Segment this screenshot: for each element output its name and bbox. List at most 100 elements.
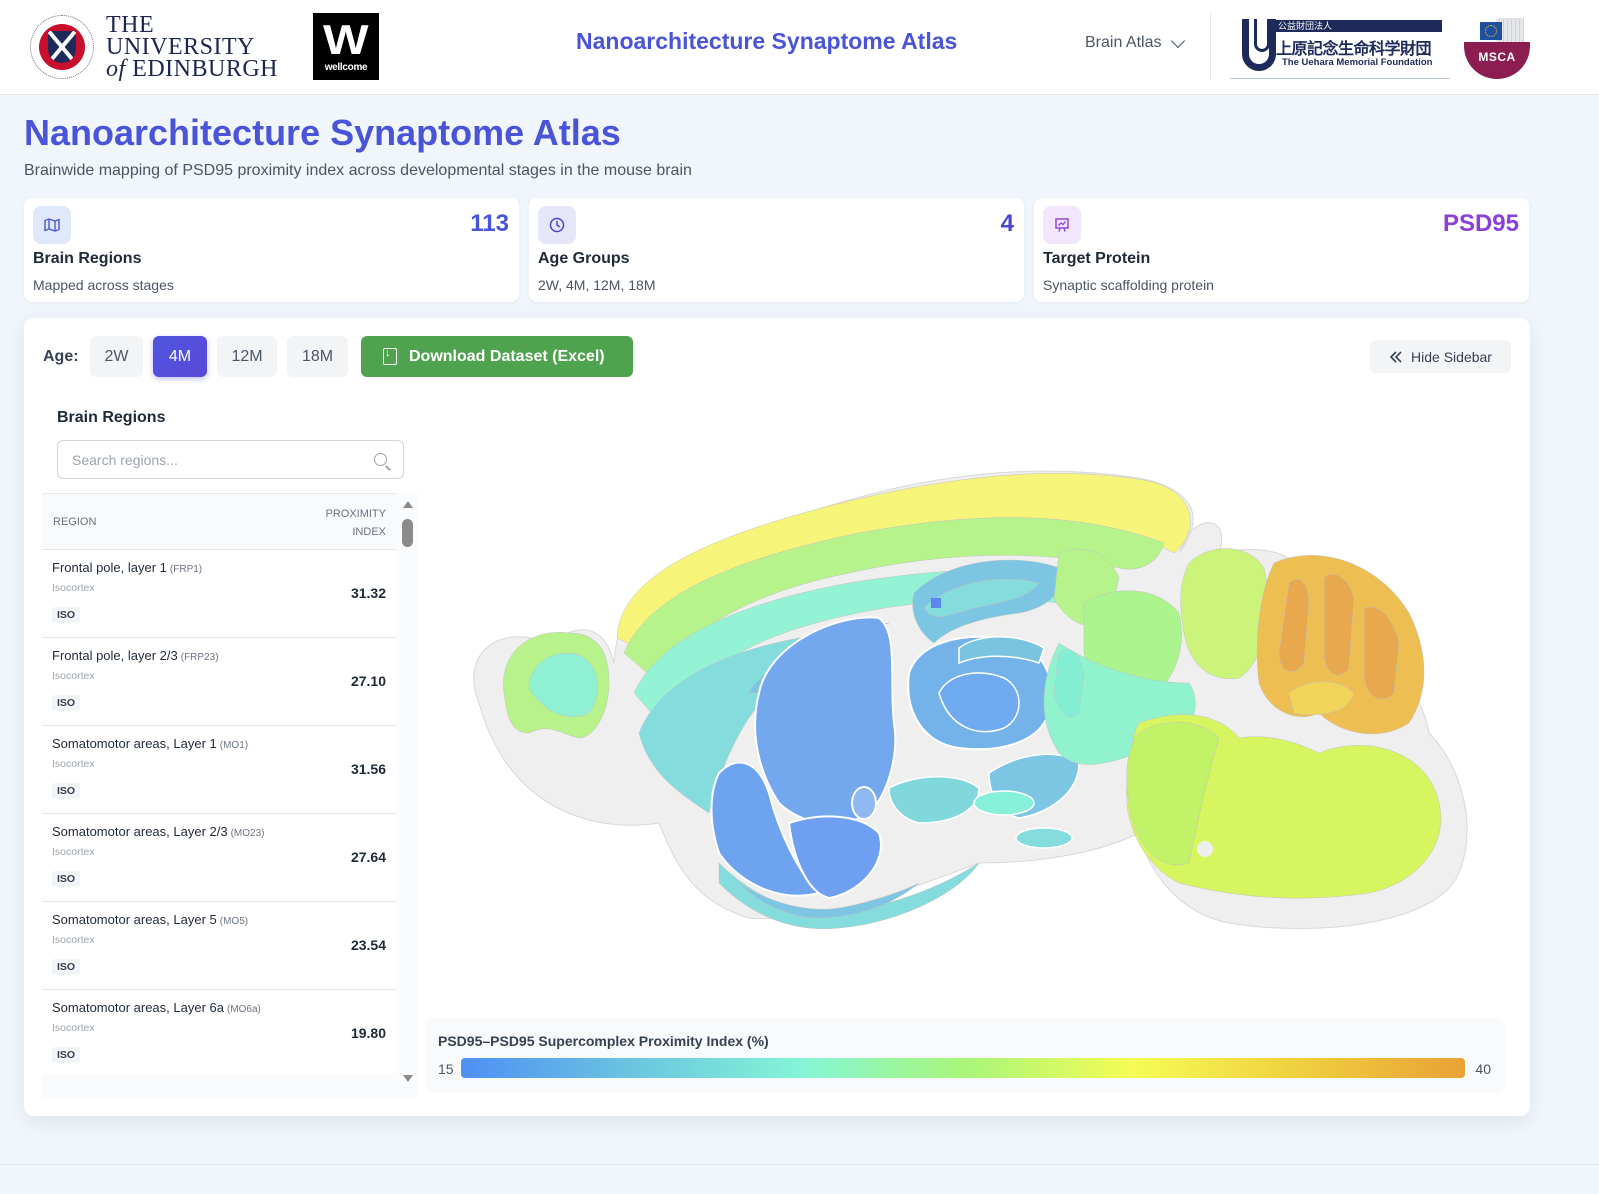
region-group: Isocortex — [52, 670, 95, 682]
stat-description: 2W, 4M, 12M, 18M — [538, 277, 656, 293]
wellcome-logo[interactable]: W wellcome — [313, 13, 379, 80]
region-row[interactable]: Frontal pole, layer 1 (FRP1) Isocortex IS… — [42, 550, 396, 638]
header-divider — [1210, 13, 1211, 80]
region-abbreviation: (MO5) — [219, 916, 249, 927]
region-name: Somatomotor areas, Layer 2/3 — [52, 824, 228, 839]
university-of-edinburgh-logo[interactable]: THE UNIVERSITY of EDINBURGH — [30, 12, 300, 82]
region-row[interactable]: Frontal pole, layer 2/3 (FRP23) Isocortex… — [42, 638, 396, 726]
region-value: 23.54 — [350, 937, 386, 953]
region-badge: ISO — [52, 783, 81, 799]
region-abbreviation: (MO23) — [230, 828, 265, 839]
edinburgh-wordmark: THE UNIVERSITY of EDINBURGH — [106, 12, 278, 82]
region-list-scrollbar[interactable] — [398, 493, 418, 1098]
eu-flag-icon — [1480, 22, 1502, 40]
region-group: Isocortex — [52, 1022, 95, 1034]
region-badge: ISO — [52, 871, 81, 887]
region-value: 31.56 — [350, 761, 386, 777]
stat-card-brain-regions: 113 Brain Regions Mapped across stages — [24, 198, 519, 302]
page-title: Nanoarchitecture Synaptome Atlas — [24, 112, 621, 153]
region-name: Somatomotor areas, Layer 1 — [52, 736, 217, 751]
legend-title: PSD95–PSD95 Supercomplex Proximity Index… — [438, 1033, 769, 1049]
brain-map-area: PSD95–PSD95 Supercomplex Proximity Index… — [419, 393, 1511, 1098]
region-row[interactable]: Somatomotor areas, Layer 5 (MO5) Isocorte… — [42, 902, 396, 990]
map-icon — [33, 206, 71, 244]
region-group: Isocortex — [52, 758, 95, 770]
search-box[interactable] — [57, 440, 404, 479]
region-name: Somatomotor areas, Layer 6a — [52, 1000, 224, 1015]
region-value: 27.10 — [350, 673, 386, 689]
scroll-up-arrow-icon[interactable] — [403, 501, 413, 508]
stat-label: Target Protein — [1043, 250, 1151, 267]
legend-min: 15 — [438, 1061, 454, 1077]
column-header-region[interactable]: REGION — [53, 516, 97, 528]
brain-atlas-dropdown[interactable]: Brain Atlas — [1085, 33, 1186, 52]
region-row[interactable]: Somatomotor areas, Layer 2/3 (MO23) Isoco… — [42, 814, 396, 902]
edinburgh-crest-icon — [30, 15, 94, 79]
region-badge: ISO — [52, 959, 81, 975]
hide-sidebar-button[interactable]: Hide Sidebar — [1370, 340, 1511, 373]
stat-value: 113 — [470, 210, 509, 237]
region-badge: ISO — [52, 607, 81, 623]
region-abbreviation: (MO1) — [219, 740, 249, 751]
download-label: Download Dataset (Excel) — [409, 347, 605, 365]
age-button-12m[interactable]: 12M — [217, 336, 277, 377]
top-header: THE UNIVERSITY of EDINBURGH W wellcome N… — [0, 0, 1599, 95]
footer-divider — [0, 1164, 1599, 1165]
search-input[interactable] — [58, 451, 358, 468]
legend-color-bar — [461, 1058, 1465, 1078]
region-value: 19.80 — [350, 1025, 386, 1041]
region-badge: ISO — [52, 1047, 81, 1063]
stat-card-target-protein: PSD95 Target Protein Synaptic scaffoldin… — [1034, 198, 1529, 302]
download-dataset-button[interactable]: Download Dataset (Excel) — [361, 336, 633, 377]
hide-sidebar-label: Hide Sidebar — [1411, 348, 1492, 365]
age-button-4m[interactable]: 4M — [153, 336, 207, 377]
region-list: Frontal pole, layer 1 (FRP1) Isocortex IS… — [42, 550, 396, 1074]
scroll-down-arrow-icon[interactable] — [403, 1075, 413, 1082]
region-group: Isocortex — [52, 582, 95, 594]
uehara-u-icon — [1242, 19, 1276, 71]
region-group: Isocortex — [52, 846, 95, 858]
atlas-panel: Age: 2W 4M 12M 18M Download Dataset (Exc… — [24, 318, 1530, 1116]
stat-label: Age Groups — [538, 250, 630, 267]
region-abbreviation: (MO6a) — [226, 1004, 261, 1015]
clock-icon — [538, 206, 576, 244]
uehara-foundation-logo[interactable]: 公益財団法人 上原記念生命科学財団 The Uehara Memorial Fo… — [1230, 17, 1450, 79]
region-name: Frontal pole, layer 1 — [52, 560, 167, 575]
brain-atlas-label: Brain Atlas — [1085, 34, 1162, 51]
region-value: 27.64 — [350, 849, 386, 865]
region-row[interactable]: Somatomotor areas, Layer 6a (MO6a) Isocor… — [42, 990, 396, 1074]
stat-value: 4 — [1000, 210, 1014, 237]
msca-logo[interactable]: MSCA — [1462, 18, 1530, 80]
page-subtitle: Brainwide mapping of PSD95 proximity ind… — [24, 162, 692, 179]
sagittal-brain-map[interactable] — [419, 393, 1511, 1013]
chevrons-left-icon — [1389, 350, 1402, 363]
stat-description: Synaptic scaffolding protein — [1043, 277, 1214, 293]
stat-label: Brain Regions — [33, 250, 142, 267]
search-icon[interactable] — [374, 453, 387, 466]
region-row[interactable]: Somatomotor areas, Layer 1 (MO1) Isocorte… — [42, 726, 396, 814]
column-header-proximity-index[interactable]: PROXIMITY INDEX — [325, 508, 386, 538]
sidebar-title: Brain Regions — [57, 409, 166, 426]
region-group: Isocortex — [52, 934, 95, 946]
region-abbreviation: (FRP1) — [169, 564, 203, 575]
chevron-down-icon — [1171, 33, 1186, 48]
presentation-chart-icon — [1043, 206, 1081, 244]
region-name: Frontal pole, layer 2/3 — [52, 648, 178, 663]
age-label: Age: — [43, 348, 79, 365]
region-badge: ISO — [52, 695, 81, 711]
table-header: REGION PROXIMITY INDEX — [42, 493, 396, 550]
color-legend: PSD95–PSD95 Supercomplex Proximity Index… — [425, 1017, 1505, 1093]
region-value: 31.32 — [350, 585, 386, 601]
scrollbar-thumb[interactable] — [402, 519, 413, 547]
region-abbreviation: (FRP23) — [180, 652, 219, 663]
region-name: Somatomotor areas, Layer 5 — [52, 912, 217, 927]
age-button-18m[interactable]: 18M — [287, 336, 348, 377]
regions-sidebar: Brain Regions REGION PROXIMITY INDEX Fro… — [42, 393, 418, 1098]
stat-card-age-groups: 4 Age Groups 2W, 4M, 12M, 18M — [529, 198, 1024, 302]
legend-max: 40 — [1475, 1061, 1491, 1077]
file-download-icon — [383, 347, 397, 365]
age-button-2w[interactable]: 2W — [90, 336, 143, 377]
header-title[interactable]: Nanoarchitecture Synaptome Atlas — [576, 28, 958, 54]
stat-description: Mapped across stages — [33, 277, 174, 293]
stat-value: PSD95 — [1442, 210, 1519, 237]
